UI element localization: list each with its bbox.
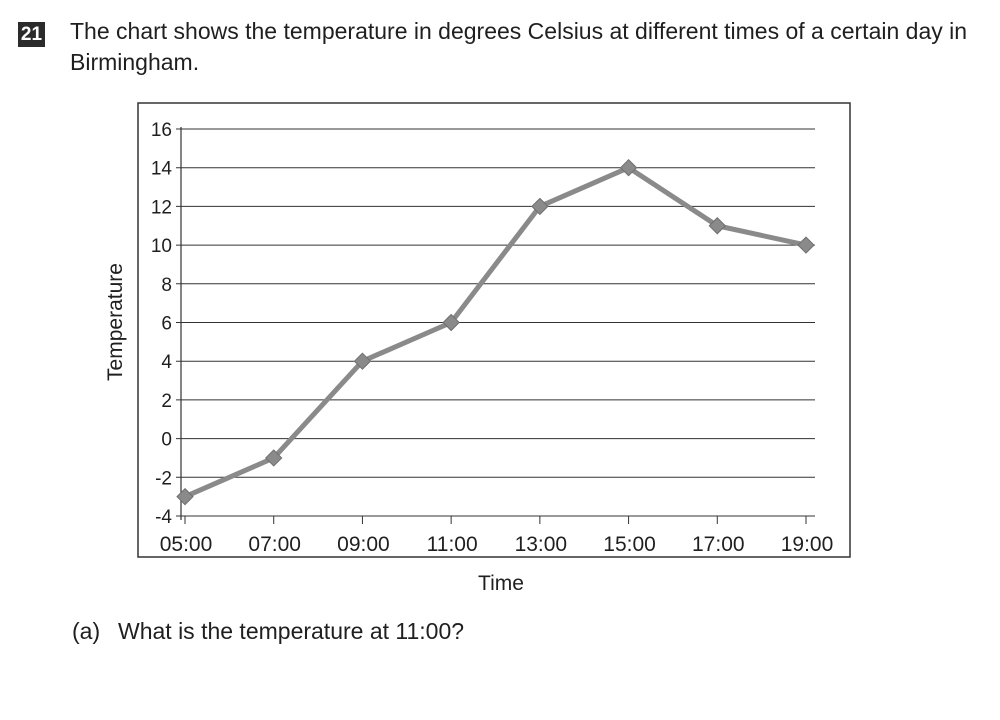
question-number: 21 xyxy=(18,22,45,47)
y-tick-label: 10 xyxy=(151,236,172,257)
data-point xyxy=(265,449,283,467)
y-tick-label: 14 xyxy=(151,159,173,180)
chart-svg: -4 -2 0 2 4 6 8 10 12 14 16 05:00 07:00 09:00 11:00 13… xyxy=(104,102,851,595)
x-tick-label: 17:00 xyxy=(692,533,745,556)
data-point xyxy=(797,236,815,254)
chart-frame xyxy=(137,102,851,558)
data-point xyxy=(531,197,549,216)
x-tick-label: 15:00 xyxy=(603,533,656,556)
y-tick-label: -4 xyxy=(155,507,172,528)
y-tick-label: 12 xyxy=(151,197,172,218)
y-tick-label: -2 xyxy=(155,468,172,489)
data-point xyxy=(176,487,194,506)
y-tick-label: 6 xyxy=(161,314,172,335)
part-a-question: (a) What is the temperature at 11:00? xyxy=(72,618,464,645)
y-tick-label: 4 xyxy=(161,352,172,373)
data-point xyxy=(619,158,638,177)
x-tick-label: 05:00 xyxy=(160,533,213,556)
x-tick-label: 07:00 xyxy=(248,533,301,556)
data-point xyxy=(353,352,372,370)
y-axis-label: Temperature xyxy=(104,263,127,381)
y-tick-label: 16 xyxy=(151,120,172,141)
question-text: The chart shows the temperature in degre… xyxy=(70,18,968,75)
y-tick-label: 8 xyxy=(161,275,172,296)
y-tick-label: 2 xyxy=(161,391,172,412)
data-point xyxy=(708,217,726,235)
data-point xyxy=(442,313,460,332)
part-a-text: What is the temperature at 11:00? xyxy=(118,618,465,644)
temperature-chart: -4 -2 0 2 4 6 8 10 12 14 16 05:00 07:00 09:00 11:00 13… xyxy=(104,102,851,595)
part-a-label: (a) xyxy=(72,618,101,644)
series-line xyxy=(182,165,809,500)
x-tick-label: 19:00 xyxy=(781,533,834,556)
x-axis-label: Time xyxy=(478,572,524,595)
y-tick-label: 0 xyxy=(161,430,172,451)
x-tick-label: 13:00 xyxy=(515,533,568,556)
x-tick-label: 11:00 xyxy=(427,533,478,556)
x-tick-label: 09:00 xyxy=(337,533,390,556)
